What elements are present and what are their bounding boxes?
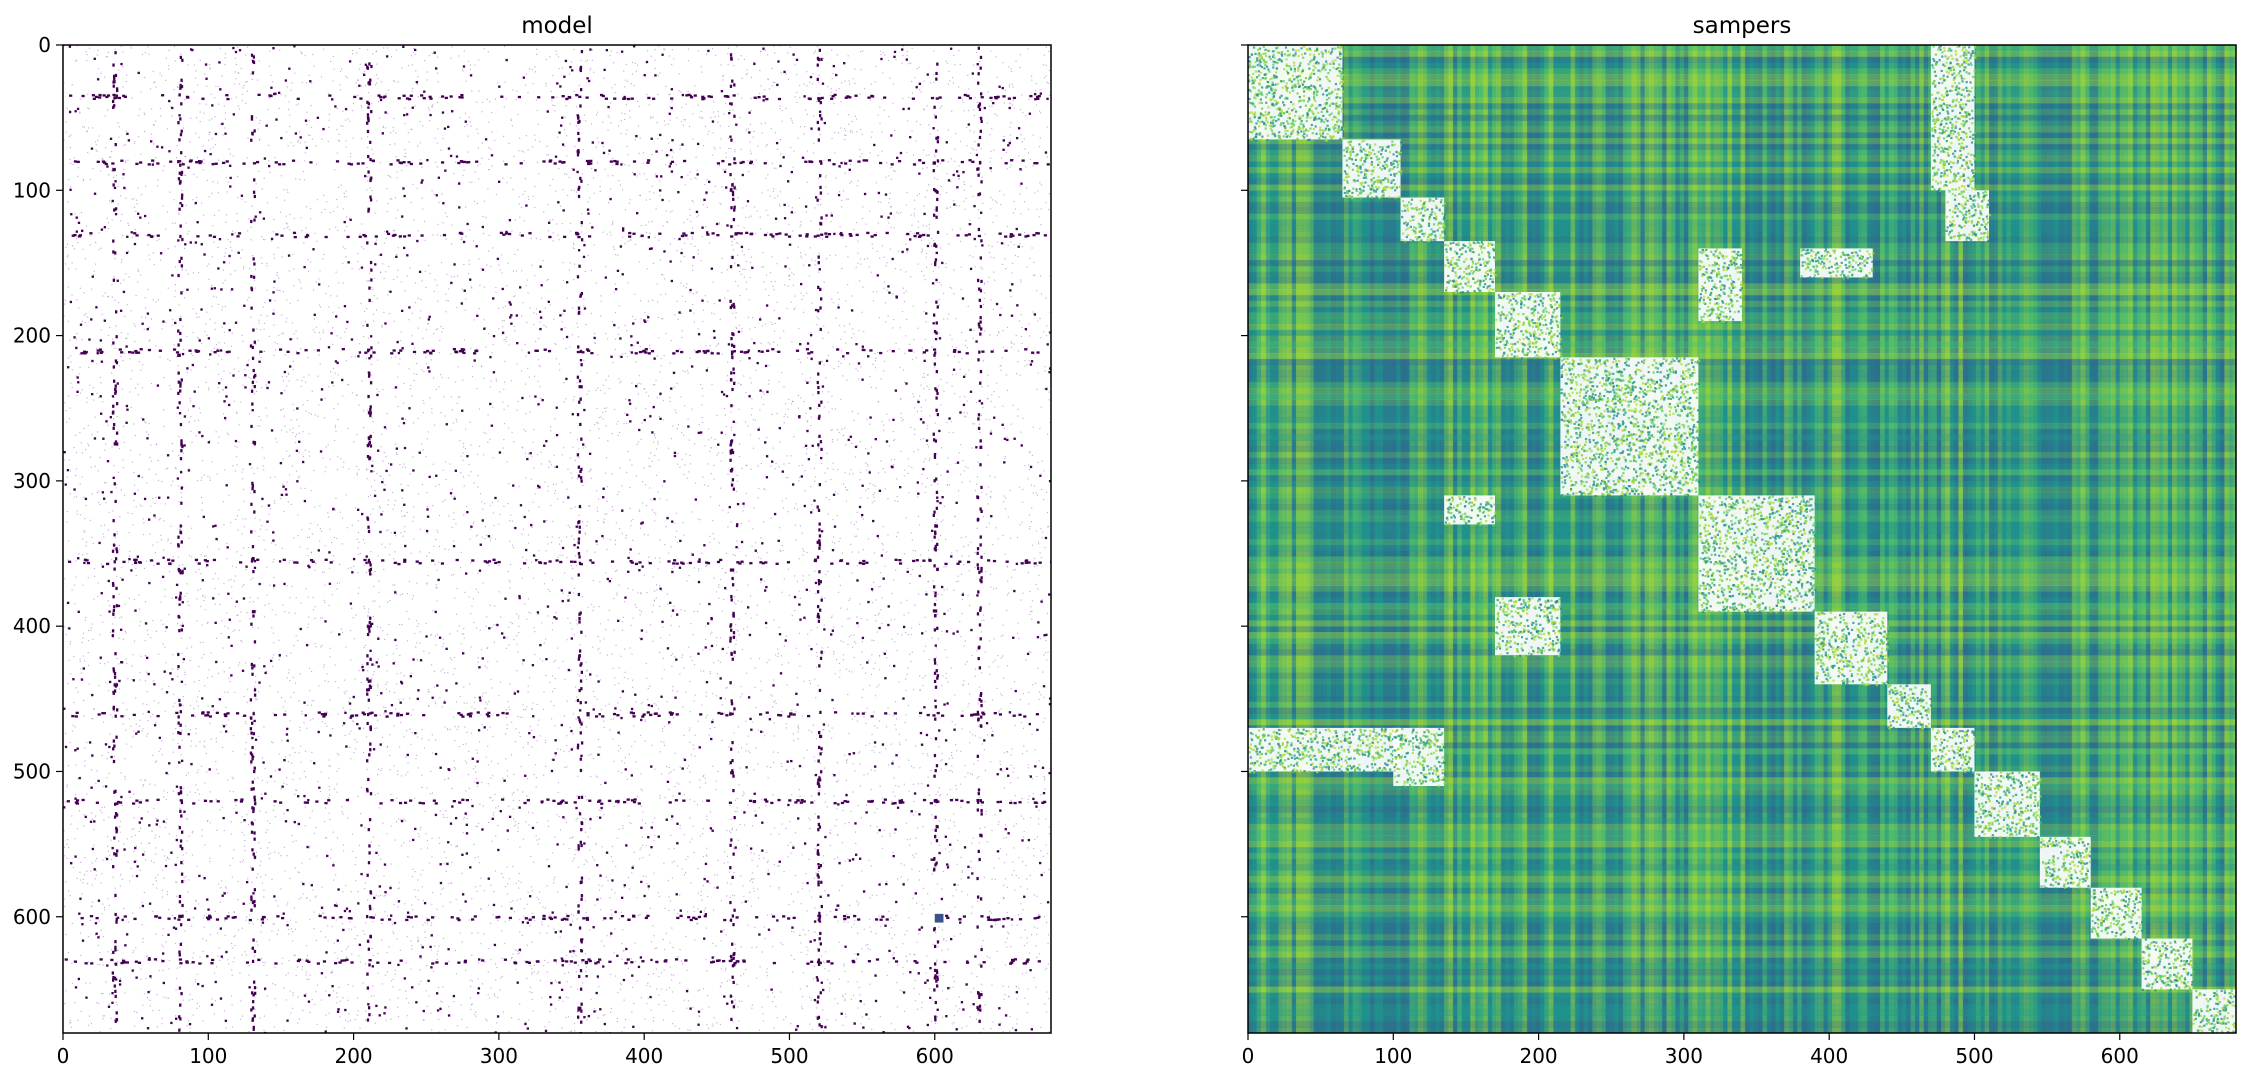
x-tick-label: 400	[1810, 1044, 1848, 1068]
hotspot-cell	[934, 913, 944, 923]
x-tick-label: 600	[2101, 1044, 2139, 1068]
heatmap-image	[1248, 45, 2236, 1033]
hotspot-lines	[64, 46, 1051, 1033]
y-tick-label: 600	[13, 905, 51, 929]
masked-block	[1698, 495, 1815, 612]
x-tick-label: 0	[1242, 1044, 1255, 1068]
x-tick-label: 200	[1519, 1044, 1557, 1068]
y-tick-label: 0	[38, 33, 51, 57]
panel-sampers: sampers 0 100 200 300 400 500 600	[1241, 13, 2237, 1068]
x-tick-label: 500	[770, 1044, 808, 1068]
panel-title: model	[521, 13, 593, 39]
x-tick-label: 200	[334, 1044, 372, 1068]
y-tick-label: 200	[13, 324, 51, 348]
y-tick-label: 300	[13, 469, 51, 493]
sparse-points	[63, 45, 1051, 1033]
panel-title: sampers	[1693, 13, 1792, 39]
x-tick-label: 400	[625, 1044, 663, 1068]
x-tick-label: 600	[916, 1044, 954, 1068]
x-tick-label: 100	[1374, 1044, 1412, 1068]
y-tick-label: 500	[13, 759, 51, 783]
x-tick-label: 300	[1665, 1044, 1703, 1068]
y-tick-label: 400	[13, 614, 51, 638]
panel-model: model 0 100 200 300 400 500 600 0 100 200 300 400 500…	[13, 13, 1052, 1068]
axes-frame	[62, 44, 1052, 1034]
heatmap-image	[63, 45, 1051, 1033]
x-tick-label: 100	[189, 1044, 227, 1068]
x-tick-label: 500	[1955, 1044, 1993, 1068]
x-tick-label: 300	[480, 1044, 518, 1068]
axes-frame	[1247, 44, 2237, 1034]
y-tick-label: 100	[13, 178, 51, 202]
masked-block	[2090, 887, 2142, 939]
x-tick-label: 0	[57, 1044, 70, 1068]
masked-blocks	[1248, 45, 2236, 1033]
masked-block	[1495, 292, 1561, 358]
